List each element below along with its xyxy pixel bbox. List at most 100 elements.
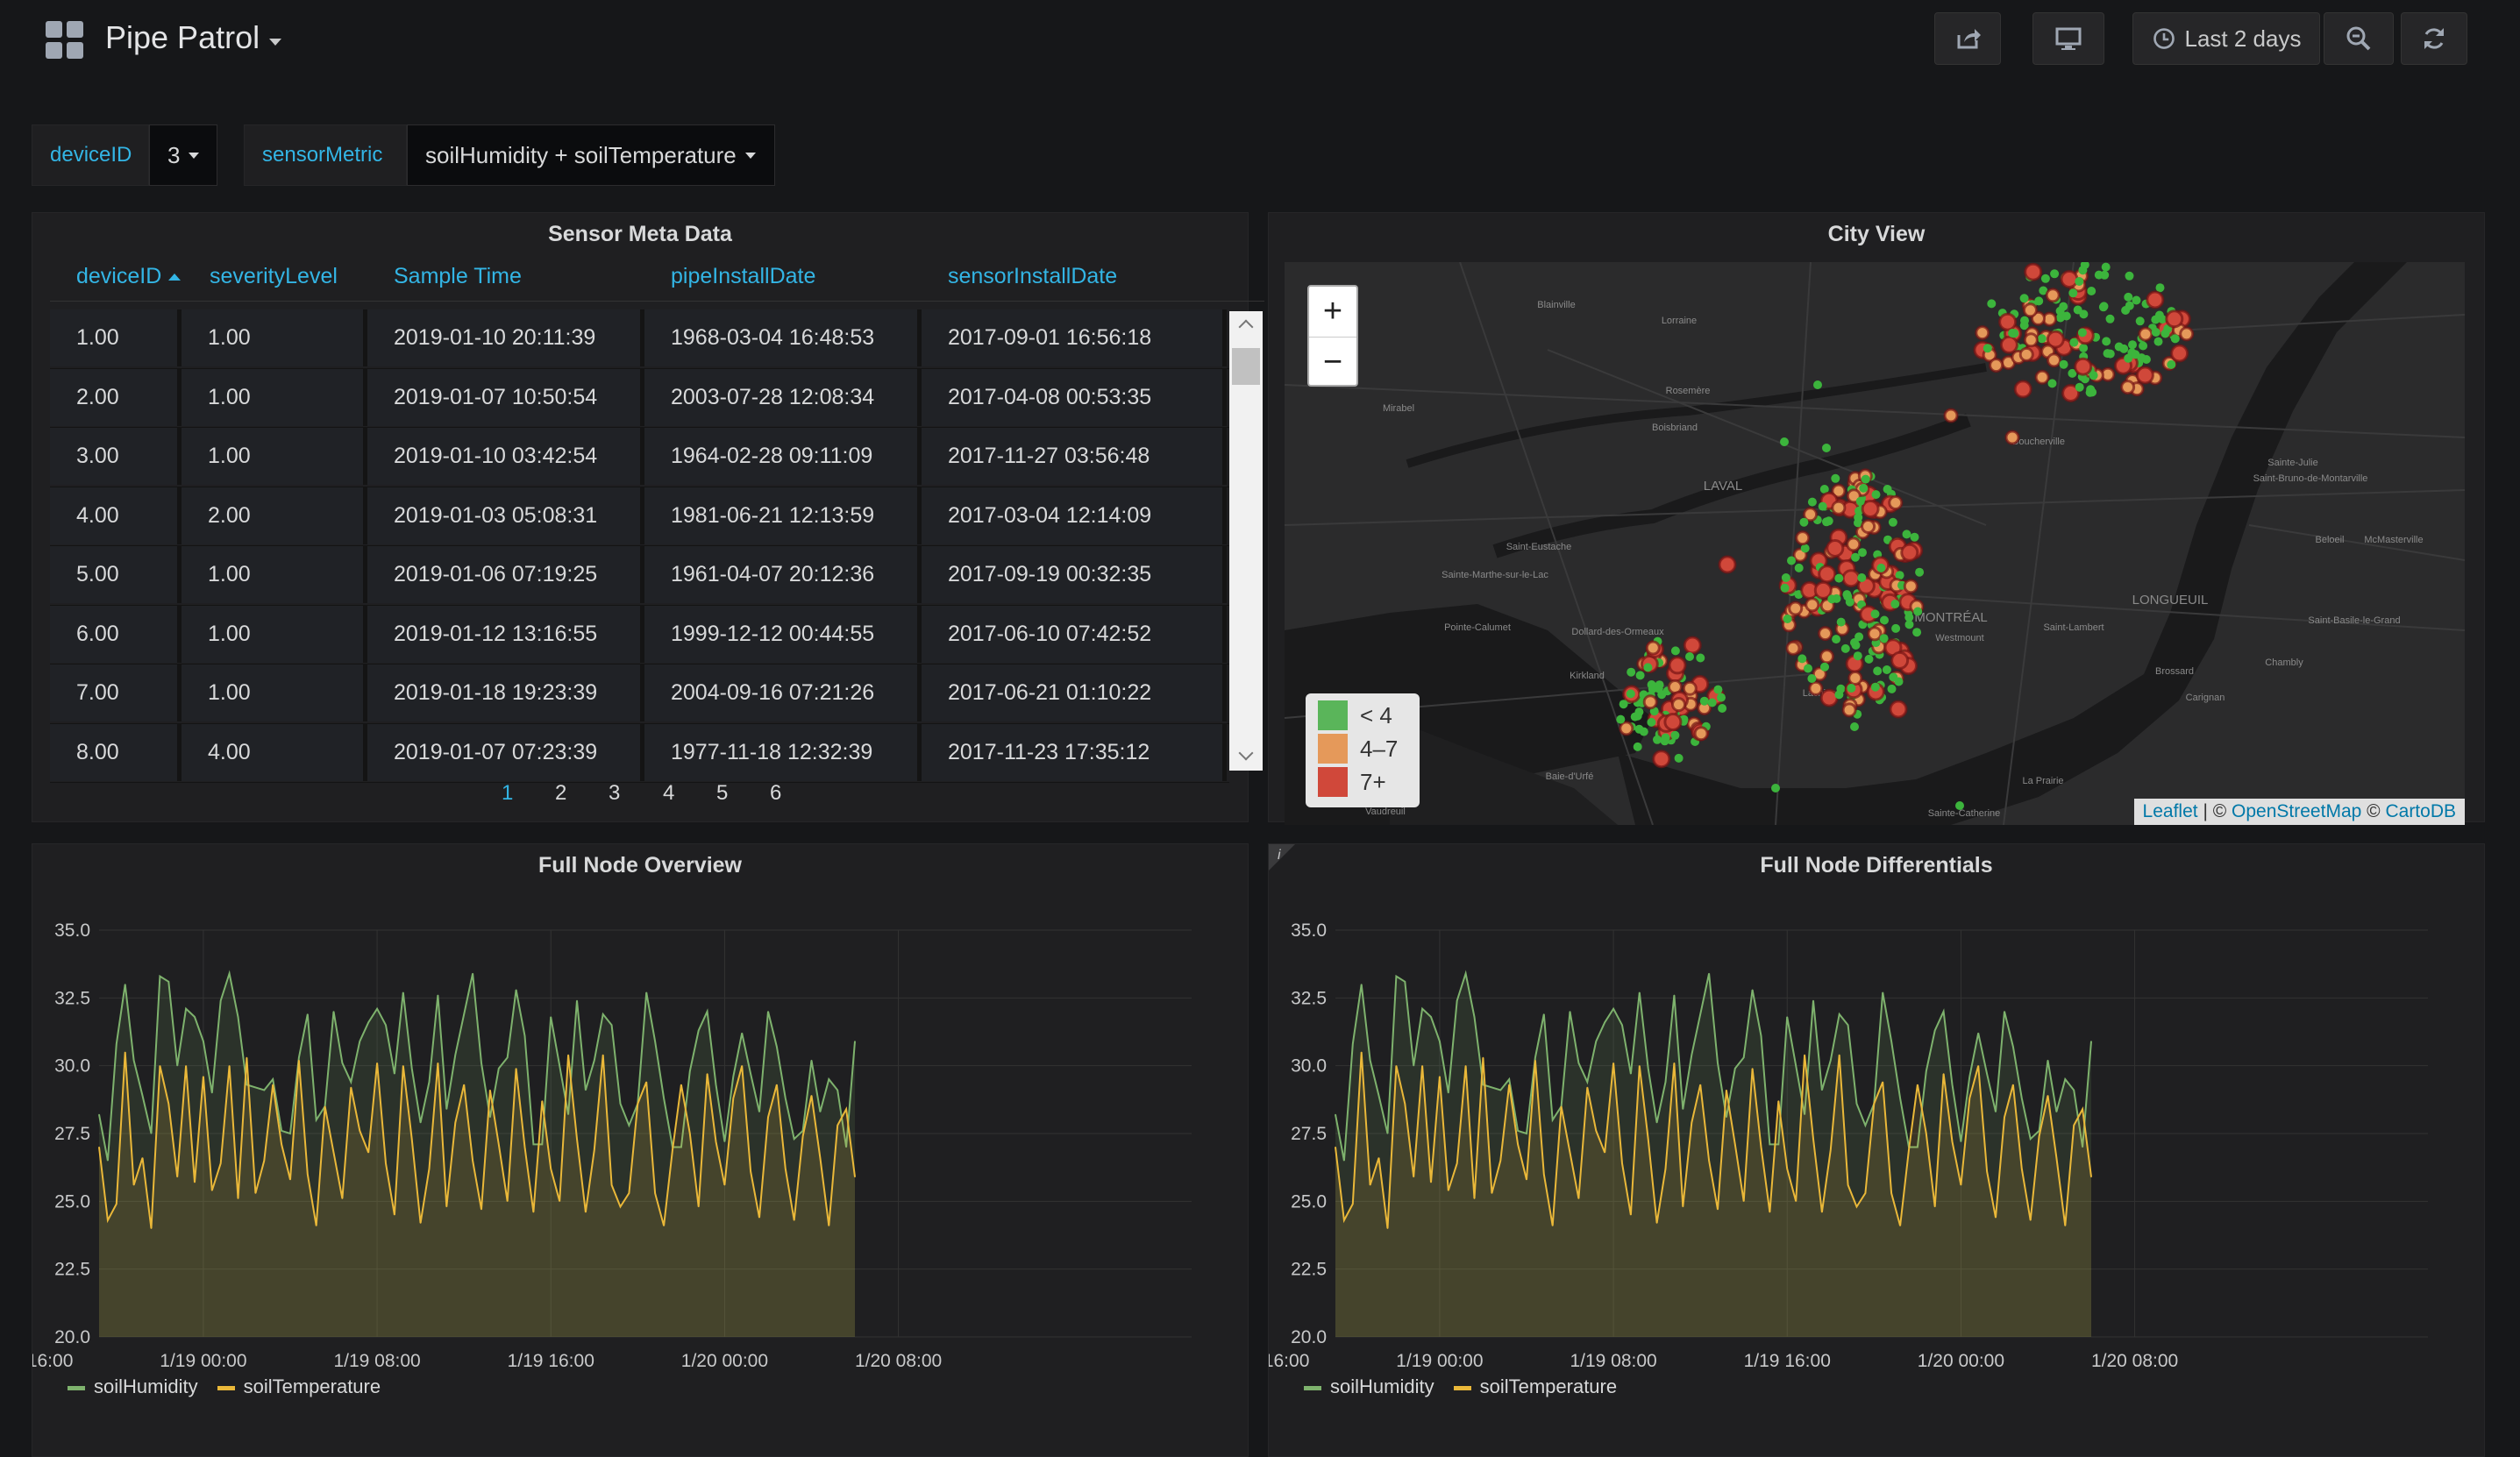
page-link-5[interactable]: 5 bbox=[716, 781, 729, 805]
legend-item-soilhumidity[interactable]: soilHumidity bbox=[68, 1375, 198, 1398]
map-place-label: Carignan bbox=[2186, 693, 2225, 703]
data-point bbox=[1577, 1198, 1579, 1199]
table-cell: 1964-02-28 09:11:09 bbox=[644, 428, 922, 485]
zoom-out-time-button[interactable] bbox=[2324, 12, 2394, 65]
table-cell: 1977-11-18 12:32:39 bbox=[644, 723, 922, 781]
graph-canvas[interactable]: 20.0 22.5 25.0 27.5 30.0 32.5 35.0 1/18 16:00 1/… bbox=[1269, 886, 2484, 1412]
chevron-down-icon[interactable] bbox=[269, 39, 281, 46]
dashboard-grid-icon[interactable] bbox=[46, 21, 84, 60]
data-point bbox=[1343, 1160, 1345, 1162]
table-cell: 2019-01-10 03:42:54 bbox=[367, 428, 644, 485]
map-road bbox=[2248, 524, 2465, 561]
leaflet-link[interactable]: Leaflet bbox=[2142, 801, 2198, 821]
panel-title[interactable]: Full Node Overview bbox=[537, 853, 742, 878]
data-point bbox=[1656, 1222, 1658, 1224]
column-header-deviceid[interactable]: deviceID bbox=[76, 264, 182, 289]
variable-select-deviceid[interactable]: 3 bbox=[149, 124, 217, 186]
table-scrollbar[interactable] bbox=[1229, 311, 1263, 771]
map-place-label: Dollard-des-Ormeaux bbox=[1571, 627, 1664, 637]
panel-title[interactable]: Sensor Meta Data bbox=[548, 222, 732, 246]
map-marker bbox=[2013, 380, 2032, 399]
map-marker bbox=[1850, 722, 1859, 731]
tv-mode-button[interactable] bbox=[2032, 12, 2104, 65]
legend-item-soilhumidity[interactable]: soilHumidity bbox=[1304, 1375, 1434, 1398]
column-header-severitylevel[interactable]: severityLevel bbox=[210, 264, 338, 288]
data-point bbox=[402, 1065, 404, 1067]
scroll-up-icon[interactable] bbox=[1238, 319, 1254, 335]
page-link-3[interactable]: 3 bbox=[609, 781, 621, 805]
land-shape bbox=[1390, 718, 1618, 825]
series-line-soilTemperature bbox=[1335, 1052, 2092, 1229]
map-marker bbox=[1670, 646, 1680, 656]
data-point bbox=[1377, 1157, 1380, 1159]
column-header-sample-time[interactable]: Sample Time bbox=[394, 264, 522, 288]
map-canvas[interactable]: Blainville Lorraine Mirabel Rosemère Boisbri… bbox=[1285, 262, 2465, 825]
graph-canvas[interactable]: 20.0 22.5 25.0 27.5 30.0 32.5 35.0 1/18 16:00 1/… bbox=[32, 886, 1248, 1412]
time-picker-button[interactable]: Last 2 days bbox=[2132, 12, 2320, 65]
map-marker bbox=[1824, 516, 1833, 526]
variable-select-sensormetric[interactable]: soilHumidity + soilTemperature bbox=[407, 124, 775, 186]
panel-title[interactable]: Full Node Differentials bbox=[1760, 853, 1993, 878]
data-point bbox=[420, 1222, 422, 1224]
data-point bbox=[1760, 1146, 1762, 1148]
map-road bbox=[1547, 349, 1987, 526]
data-point bbox=[776, 1084, 778, 1085]
legend-item-soiltemperature[interactable]: soilTemperature bbox=[1453, 1375, 1617, 1398]
map-marker bbox=[2155, 283, 2165, 293]
cartodb-link[interactable]: CartoDB bbox=[2385, 801, 2456, 821]
variable-value-deviceid: 3 bbox=[167, 141, 181, 168]
data-point bbox=[1830, 1149, 1832, 1151]
map-marker bbox=[1836, 617, 1846, 627]
map-marker bbox=[1983, 344, 1992, 353]
osm-link[interactable]: OpenStreetMap bbox=[2232, 801, 2362, 821]
map-marker bbox=[1663, 713, 1683, 731]
zoom-in-button[interactable]: + bbox=[1309, 287, 1356, 338]
refresh-button[interactable] bbox=[2401, 12, 2467, 65]
data-point bbox=[698, 1205, 700, 1208]
page-link-6[interactable]: 6 bbox=[770, 781, 782, 805]
map-place-label: Sainte-Catherine bbox=[1928, 808, 2001, 819]
map-marker bbox=[2046, 330, 2065, 349]
map-layer[interactable]: Blainville Lorraine Mirabel Rosemère Boisbri… bbox=[1285, 262, 2465, 825]
map-marker bbox=[1890, 600, 1900, 608]
map-marker bbox=[2079, 344, 2089, 352]
data-point bbox=[141, 1095, 144, 1097]
y-tick-label: 25.0 bbox=[1291, 1191, 1327, 1212]
data-point bbox=[550, 1016, 552, 1018]
column-header-sensorinstalldate[interactable]: sensorInstallDate bbox=[948, 264, 1118, 288]
table-cell: 2019-01-10 20:11:39 bbox=[367, 309, 644, 366]
legend-item-soiltemperature[interactable]: soilTemperature bbox=[217, 1375, 381, 1398]
data-point bbox=[298, 1056, 300, 1058]
map-place-label: Boucherville bbox=[2012, 437, 2065, 447]
page-link-4[interactable]: 4 bbox=[663, 781, 675, 805]
dashboard-title[interactable]: Pipe Patrol bbox=[105, 19, 260, 55]
data-point bbox=[1395, 1065, 1397, 1067]
map-road bbox=[1897, 594, 2465, 631]
map-marker bbox=[2153, 337, 2163, 346]
panel-info-icon[interactable] bbox=[1269, 844, 1295, 871]
time-range-label: Last 2 days bbox=[2184, 25, 2302, 52]
scroll-thumb[interactable] bbox=[1232, 348, 1260, 385]
page-link-1[interactable]: 1 bbox=[502, 781, 514, 805]
scroll-down-icon[interactable] bbox=[1238, 745, 1254, 761]
share-button[interactable] bbox=[1934, 12, 2001, 65]
map-marker bbox=[2047, 379, 2057, 388]
page-link-2[interactable]: 2 bbox=[555, 781, 567, 805]
data-point bbox=[1743, 1056, 1745, 1058]
data-point bbox=[2090, 1176, 2092, 1178]
map-marker bbox=[1800, 544, 1810, 553]
map-marker bbox=[2151, 328, 2161, 337]
series-line-soilTemperature bbox=[98, 1052, 856, 1229]
map-marker bbox=[2170, 344, 2189, 363]
map-marker bbox=[1626, 689, 1635, 699]
data-point bbox=[194, 1016, 196, 1018]
table-cell: 2004-09-16 07:21:26 bbox=[644, 665, 922, 721]
data-point bbox=[2064, 1078, 2066, 1080]
map-marker bbox=[1989, 358, 2004, 373]
zoom-out-button[interactable]: − bbox=[1322, 344, 1343, 380]
map-marker bbox=[1870, 609, 1880, 619]
data-point bbox=[1448, 1092, 1449, 1094]
column-header-pipeinstalldate[interactable]: pipeInstallDate bbox=[671, 264, 816, 288]
x-tick-label: 1/20 00:00 bbox=[1918, 1351, 2004, 1371]
panel-title[interactable]: City View bbox=[1827, 222, 1926, 246]
